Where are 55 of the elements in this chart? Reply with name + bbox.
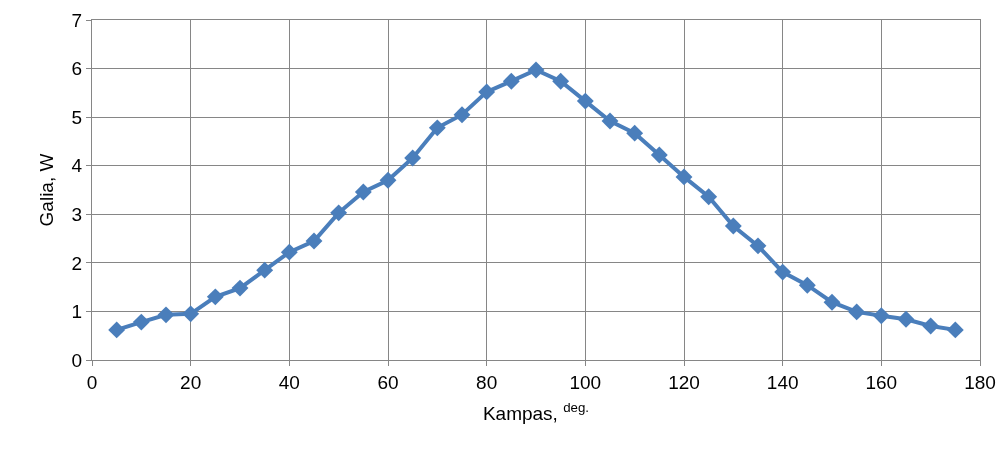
y-tick-label: 0 <box>71 349 83 371</box>
point <box>502 72 520 90</box>
y-tick-label: 1 <box>71 301 83 323</box>
point <box>231 279 249 297</box>
x-tick-label: 60 <box>377 371 399 393</box>
point <box>182 305 200 323</box>
point <box>478 83 496 101</box>
point <box>157 306 175 324</box>
point <box>330 204 348 222</box>
point <box>650 146 668 164</box>
point <box>379 171 397 189</box>
point <box>576 92 594 110</box>
point <box>354 183 372 201</box>
x-tick-label: 80 <box>476 371 498 393</box>
point <box>922 317 940 335</box>
point <box>108 321 126 339</box>
x-tick-label: 160 <box>865 371 898 393</box>
x-tick-label: 40 <box>278 371 300 393</box>
y-tick-label: 6 <box>71 58 83 80</box>
x-tick-label: 180 <box>964 371 996 393</box>
y-tick-label: 4 <box>71 155 83 177</box>
point <box>946 321 964 339</box>
point <box>798 276 816 294</box>
x-tick-label: 20 <box>180 371 202 393</box>
point <box>675 168 693 186</box>
point <box>823 293 841 311</box>
x-axis-title: Kampas, $^{deg.}$ <box>482 399 590 424</box>
point <box>305 232 323 250</box>
point <box>552 72 570 90</box>
point <box>132 313 150 331</box>
point <box>897 310 915 328</box>
point <box>453 106 471 124</box>
point <box>774 263 792 281</box>
point <box>428 119 446 137</box>
point <box>404 149 422 167</box>
x-tick-label: 140 <box>766 371 799 393</box>
y-axis-title: Galia, W <box>36 153 58 227</box>
point <box>724 217 742 235</box>
point <box>601 112 619 130</box>
point <box>848 303 866 321</box>
point <box>280 243 298 261</box>
y-tick-label: 7 <box>71 9 83 31</box>
y-tick-label: 5 <box>71 106 83 128</box>
y-tick-label: 2 <box>71 252 83 274</box>
point <box>700 188 718 206</box>
x-tick-label: 100 <box>569 371 602 393</box>
point <box>527 61 545 79</box>
x-tick-label: 120 <box>668 371 700 393</box>
point <box>872 307 890 325</box>
point <box>749 237 767 255</box>
point <box>206 288 224 306</box>
point <box>626 124 644 142</box>
y-tick-label: 3 <box>71 203 83 225</box>
x-tick-label: 0 <box>86 371 98 393</box>
point <box>256 261 274 279</box>
